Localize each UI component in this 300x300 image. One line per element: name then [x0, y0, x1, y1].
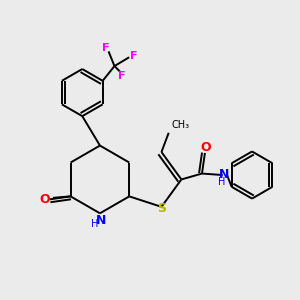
Text: O: O: [39, 193, 50, 206]
Text: CH₃: CH₃: [171, 120, 189, 130]
Text: S: S: [158, 202, 166, 215]
Text: N: N: [96, 214, 106, 227]
Text: H: H: [218, 176, 225, 187]
Text: O: O: [200, 141, 211, 154]
Text: N: N: [219, 168, 230, 181]
Text: F: F: [130, 51, 138, 61]
Text: F: F: [118, 71, 126, 81]
Text: F: F: [102, 43, 110, 53]
Text: H: H: [91, 220, 98, 230]
